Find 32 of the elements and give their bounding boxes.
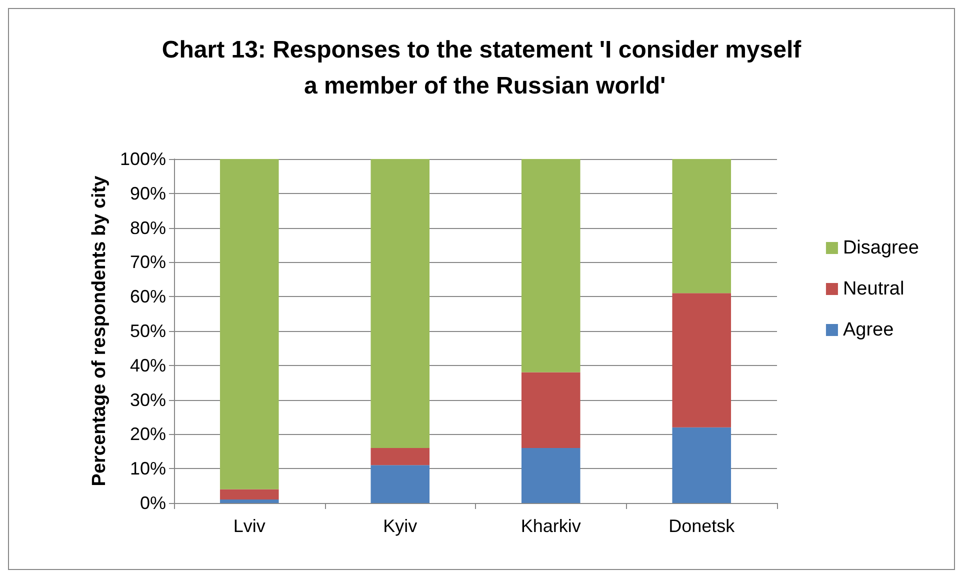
x-tick-label: Kyiv	[383, 516, 418, 536]
y-tick-label: 100%	[120, 149, 166, 169]
bar	[220, 159, 279, 490]
y-axis-title: Percentage of respondents by city	[89, 175, 110, 486]
y-tick-label: 90%	[130, 183, 166, 204]
bar	[370, 159, 430, 448]
y-tick-label: 80%	[130, 218, 166, 238]
bar	[220, 500, 279, 503]
bar	[672, 159, 732, 294]
legend-label: Neutral	[842, 278, 904, 300]
y-tick-label: 50%	[130, 321, 166, 341]
chart-title: Chart 13: Responses to the statement 'I consider myself a member of the Russian world'	[162, 36, 802, 100]
bar	[521, 159, 580, 372]
y-tick-label: 40%	[130, 355, 166, 376]
bar	[370, 448, 430, 466]
bar	[521, 448, 580, 503]
bar	[521, 372, 580, 448]
y-tick-label: 10%	[130, 458, 166, 479]
y-tick-label: 30%	[130, 390, 166, 410]
y-tick-label: 60%	[130, 286, 166, 307]
x-tick-label: Kharkiv	[520, 516, 581, 536]
y-tick-label: 0%	[140, 493, 166, 513]
bar	[220, 489, 279, 500]
x-tick-label: Lviv	[233, 516, 266, 536]
bar	[672, 427, 732, 503]
y-tick-label: 70%	[130, 252, 166, 272]
legend-label: Disagree	[842, 238, 920, 258]
bar	[672, 293, 732, 428]
legend-label: Agree	[842, 320, 894, 340]
x-tick-label: Donetsk	[668, 516, 736, 536]
y-tick-label: 20%	[130, 424, 166, 444]
bar	[370, 465, 430, 503]
